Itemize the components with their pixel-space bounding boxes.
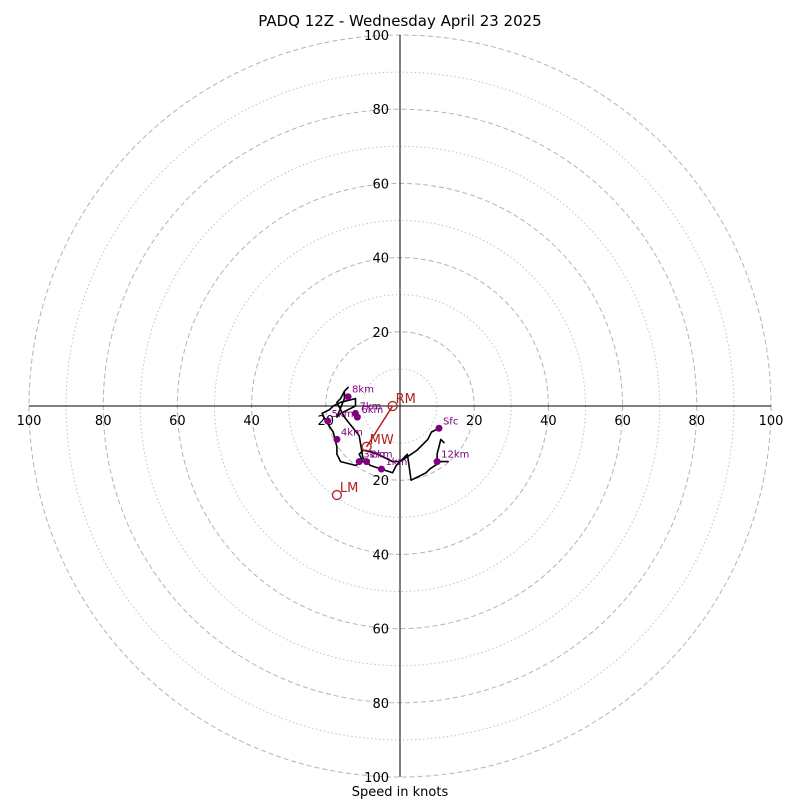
- y-tick-label: 60: [372, 177, 389, 192]
- y-tick-label: 40: [372, 548, 389, 563]
- x-tick-label: 20: [466, 414, 483, 429]
- height-marker-4km: [333, 435, 341, 443]
- height-label-6km: 6km: [361, 405, 383, 416]
- height-label-8km: 8km: [352, 385, 374, 396]
- storm-motion-label-MW: MW: [370, 433, 394, 448]
- x-tick-label: 80: [689, 414, 706, 429]
- hodograph-trace: [321, 386, 450, 482]
- height-marker-8km: [344, 393, 352, 401]
- storm-motion-RM: [387, 400, 398, 412]
- height-marker-Sfc: [435, 424, 443, 432]
- y-tick-label: 100: [364, 29, 389, 44]
- y-tick-label: 60: [372, 623, 389, 638]
- x-tick-label: 60: [169, 414, 186, 429]
- storm-motion-LM: [331, 489, 343, 501]
- height-marker-5km: [324, 417, 332, 425]
- storm-motion-label-LM: LM: [340, 481, 358, 496]
- height-label-Sfc: Sfc: [443, 416, 458, 427]
- x-tick-label: 60: [614, 414, 631, 429]
- storm-motion-label-RM: RM: [396, 392, 416, 407]
- height-marker-7km: [351, 409, 359, 417]
- axis-tick-labels: 1008060402020406080100100806040202040608…: [17, 29, 784, 786]
- axes: [29, 35, 771, 777]
- storm-motion-vector: [365, 405, 394, 448]
- height-label-1km: 1km: [385, 457, 407, 468]
- height-label-12km: 12km: [441, 450, 469, 461]
- height-label-5km: 5km: [332, 409, 354, 420]
- height-marker-3km: [355, 458, 363, 466]
- height-marker-12km: [433, 458, 441, 466]
- height-marker-2km: [363, 458, 371, 466]
- x-tick-label: 80: [95, 414, 112, 429]
- x-axis-label: Speed in knots: [352, 785, 449, 800]
- height-label-4km: 4km: [341, 427, 363, 438]
- y-tick-label: 80: [372, 697, 389, 712]
- y-tick-label: 80: [372, 103, 389, 118]
- x-tick-label: 100: [17, 414, 42, 429]
- chart-title: PADQ 12Z - Wednesday April 23 2025: [258, 12, 541, 30]
- y-tick-label: 100: [364, 771, 389, 786]
- y-tick-label: 40: [372, 252, 389, 267]
- x-tick-label: 100: [759, 414, 784, 429]
- storm-motion-markers: RM MW LM: [331, 392, 416, 501]
- y-tick-label: 20: [372, 326, 389, 341]
- storm-motion-MW: [361, 441, 372, 452]
- y-tick-label: 20: [372, 474, 389, 489]
- height-marker-1km: [377, 465, 385, 473]
- x-tick-label: 40: [540, 414, 557, 429]
- height-label-2km: 2km: [371, 450, 393, 461]
- x-tick-label: 40: [243, 414, 260, 429]
- hodograph-trace-group: [321, 386, 450, 482]
- height-label-3km: 3km: [363, 450, 385, 461]
- height-label-7km: 7km: [359, 401, 381, 412]
